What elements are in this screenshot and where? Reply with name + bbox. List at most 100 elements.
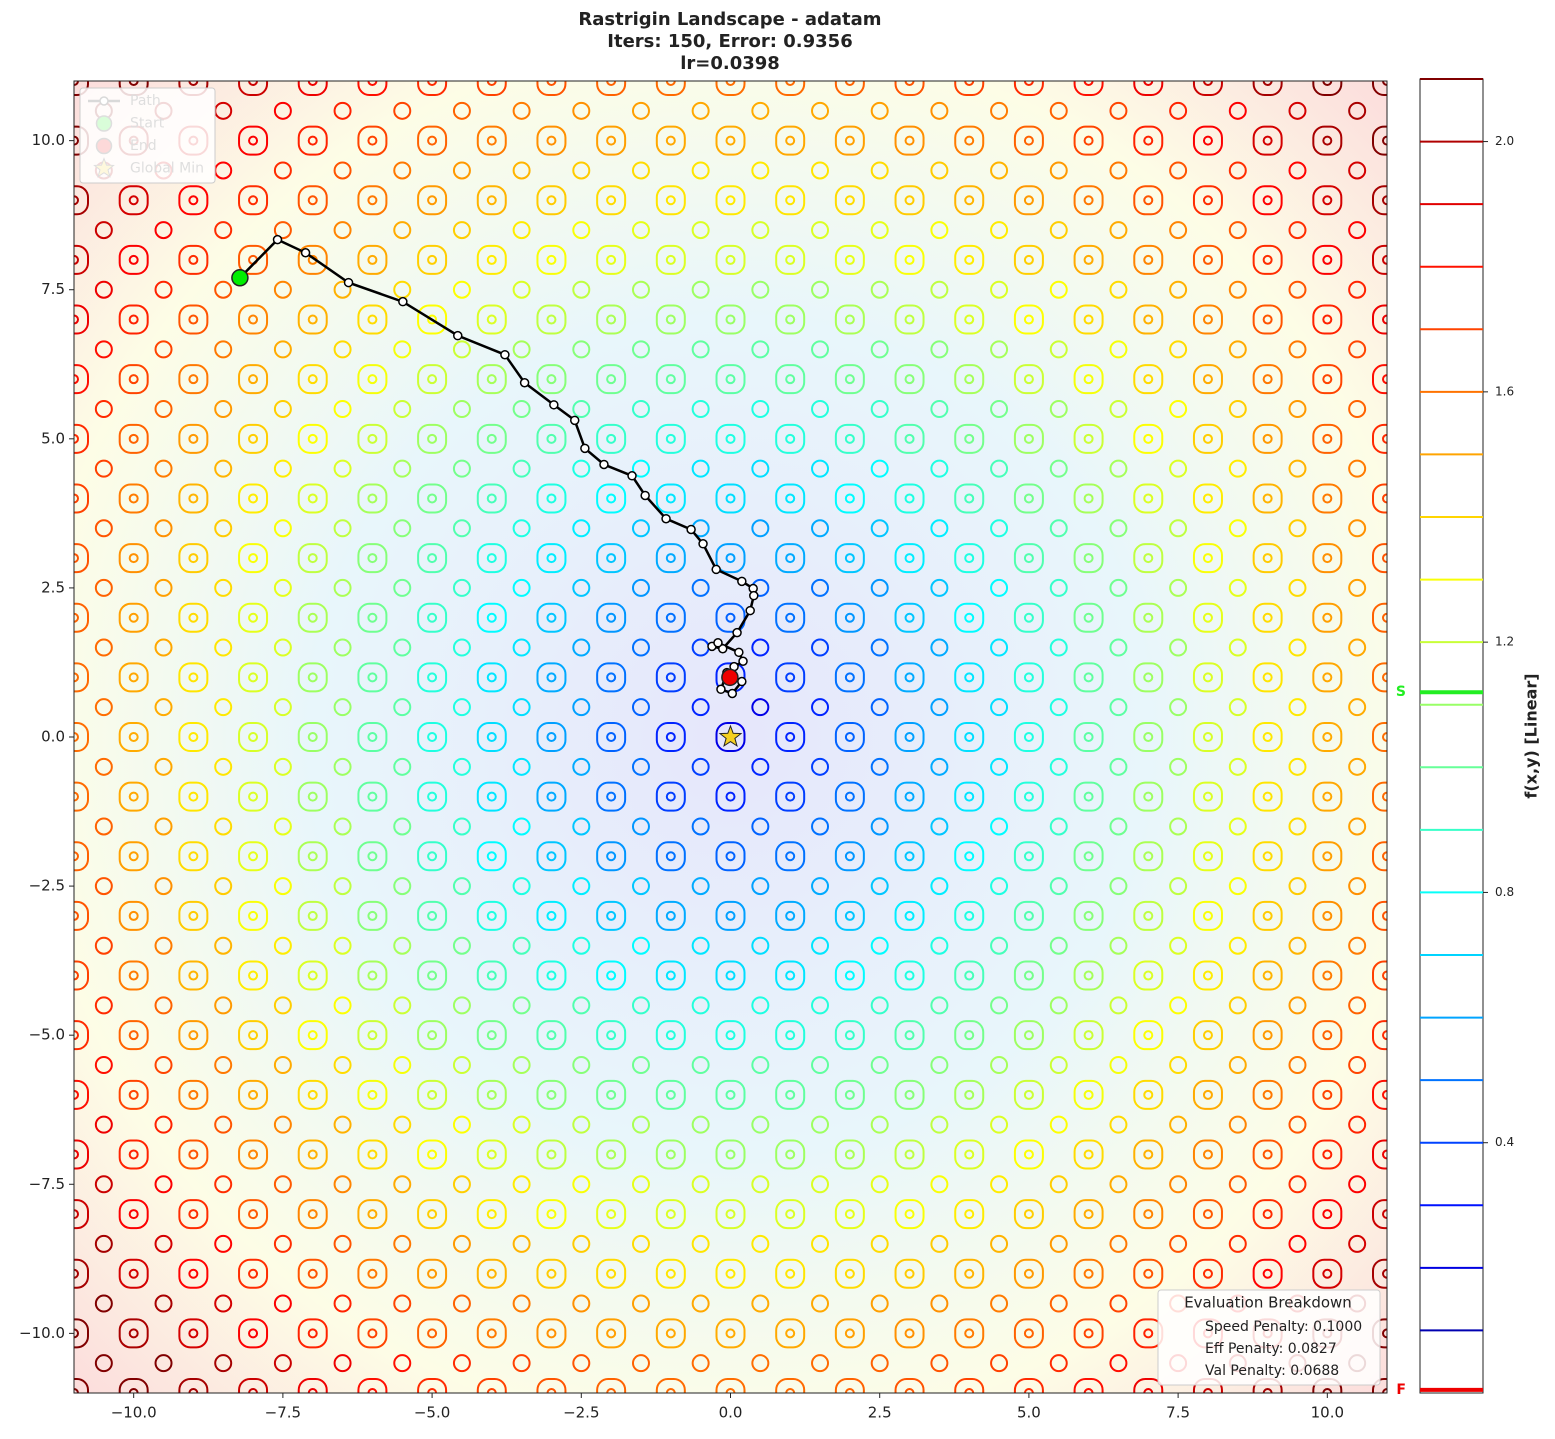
- contour-ring: [1169, 101, 1188, 120]
- contour-ring: [486, 1328, 497, 1339]
- contour-ring: [834, 722, 865, 752]
- contour-ring: [844, 254, 855, 265]
- contour-ring: [154, 400, 173, 418]
- contour-ring: [631, 1056, 650, 1074]
- contour-ring: [691, 1234, 710, 1253]
- contour-ring: [546, 851, 557, 862]
- contour-ring: [248, 195, 259, 206]
- contour-ring: [930, 757, 949, 776]
- contour-ring: [238, 1378, 269, 1393]
- colorbar-tick-label: 2.0: [1495, 134, 1514, 148]
- contour-ring: [691, 161, 710, 180]
- contour-ring: [74, 781, 89, 812]
- contour-ring: [512, 400, 531, 418]
- contour-ring: [665, 970, 676, 981]
- contour-ring: [894, 423, 925, 454]
- contour-ring: [452, 101, 471, 120]
- contour-ring: [904, 970, 915, 981]
- contour-ring: [367, 672, 378, 683]
- contour-ring: [1382, 791, 1387, 802]
- contour-ring: [751, 1056, 770, 1074]
- contour-ring: [357, 662, 388, 693]
- contour-ring: [1083, 1089, 1094, 1100]
- path-point: [737, 676, 747, 687]
- contour-ring: [128, 1388, 139, 1393]
- contour-ring: [1252, 1079, 1283, 1110]
- contour-ring: [1288, 161, 1307, 180]
- contour-ring: [94, 459, 113, 478]
- contour-ring: [214, 1056, 233, 1074]
- contour-ring: [1372, 244, 1387, 275]
- contour-ring: [1109, 1294, 1128, 1313]
- contour-ring: [725, 553, 736, 564]
- contour-ring: [1262, 254, 1273, 265]
- contour-ring: [297, 1079, 328, 1110]
- contour-ring: [811, 340, 830, 359]
- contour-ring: [1252, 1199, 1283, 1230]
- contour-ring: [1109, 578, 1128, 597]
- contour-ring: [512, 221, 531, 240]
- contour-ring: [1228, 400, 1247, 418]
- contour-ring: [357, 543, 388, 574]
- contour-ring: [452, 638, 471, 657]
- contour-ring: [930, 340, 949, 359]
- contour-ring: [333, 817, 352, 836]
- contour-ring: [178, 900, 209, 931]
- contour-ring: [1083, 254, 1094, 265]
- contour-ring: [1262, 791, 1273, 802]
- contour-ring: [1372, 960, 1387, 991]
- contour-ring: [725, 433, 736, 444]
- contour-ring: [1023, 374, 1034, 385]
- contour-ring: [1109, 1175, 1128, 1194]
- contour-ring: [1083, 314, 1094, 325]
- contour-ring: [606, 254, 617, 265]
- contour-ring: [238, 662, 269, 693]
- contour-ring: [1228, 459, 1247, 478]
- contour-ring: [536, 304, 567, 335]
- contour-ring: [393, 519, 412, 538]
- contour-ring: [596, 483, 627, 514]
- contour-ring: [1192, 1079, 1223, 1110]
- contour-ring: [785, 1089, 796, 1100]
- contour-ring: [1109, 996, 1128, 1015]
- contour-ring: [74, 1149, 79, 1160]
- contour-ring: [1348, 996, 1367, 1015]
- contour-ring: [930, 817, 949, 836]
- contour-ring: [536, 722, 567, 752]
- contour-ring: [1409, 43, 1425, 59]
- contour-ring: [297, 1020, 328, 1051]
- contour-ring: [785, 970, 796, 981]
- contour-ring: [486, 374, 497, 385]
- contour-ring: [486, 910, 497, 921]
- contour-ring: [606, 791, 617, 802]
- contour-ring: [725, 1268, 736, 1279]
- contour-ring: [1228, 519, 1247, 538]
- contour-ring: [964, 314, 975, 325]
- contour-ring: [118, 662, 149, 693]
- contour-ring: [367, 732, 378, 742]
- contour-ring: [1143, 254, 1154, 265]
- contour-ring: [297, 364, 328, 395]
- contour-ring: [1202, 1030, 1213, 1041]
- path-point: [738, 656, 748, 667]
- contour-ring: [775, 1139, 806, 1170]
- contour-ring: [1133, 1378, 1164, 1393]
- contour-ring: [476, 1318, 507, 1349]
- contour-ring: [248, 612, 259, 623]
- contour-ring: [1382, 612, 1387, 623]
- contour-ring: [1288, 698, 1307, 717]
- contour-ring: [1202, 672, 1213, 683]
- contour-ring: [631, 519, 650, 538]
- contour-ring: [834, 543, 865, 574]
- contour-ring: [1023, 970, 1034, 981]
- contour-ring: [357, 81, 388, 96]
- contour-ring: [74, 722, 89, 752]
- contour-ring: [894, 125, 925, 156]
- contour-ring: [1322, 851, 1333, 862]
- contour-ring: [775, 1378, 806, 1393]
- contour-ring: [307, 732, 318, 742]
- contour-ring: [118, 1378, 149, 1393]
- contour-ring: [476, 1079, 507, 1110]
- contour-ring: [273, 1175, 292, 1194]
- contour-ring: [486, 81, 497, 86]
